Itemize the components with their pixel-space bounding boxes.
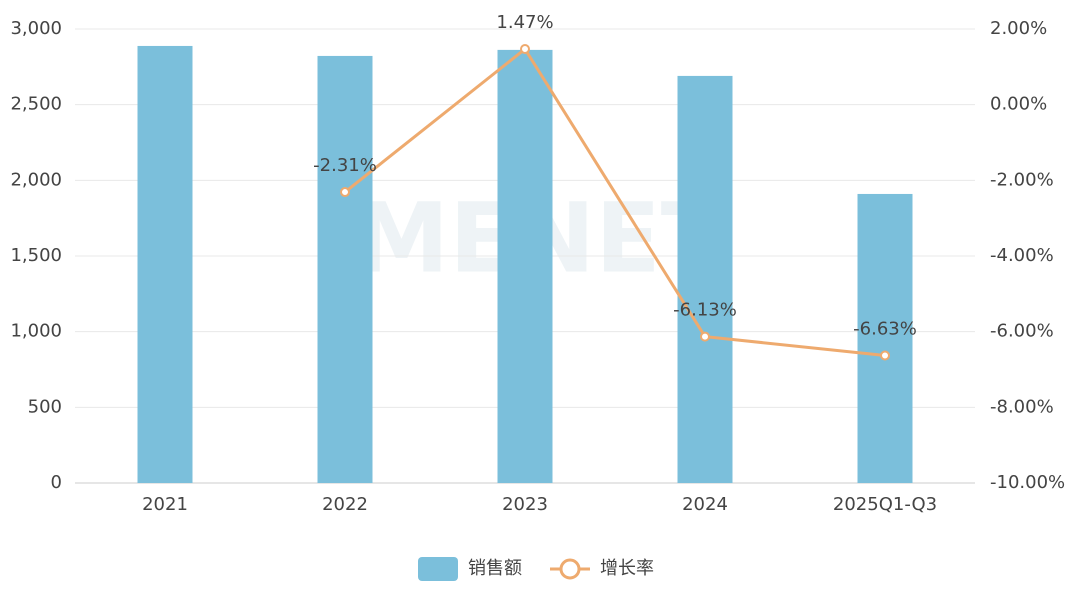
y2-tick-label: 0.00% bbox=[990, 94, 1047, 115]
x-tick-label: 2021 bbox=[142, 494, 188, 515]
y-tick-label: 0 bbox=[51, 472, 62, 493]
y2-tick-label: 2.00% bbox=[990, 18, 1047, 39]
y-tick-label: 1,500 bbox=[10, 245, 62, 266]
value-label: 1.47% bbox=[496, 12, 553, 33]
value-label: -6.13% bbox=[673, 300, 737, 321]
legend-swatch bbox=[559, 558, 581, 580]
bar bbox=[137, 45, 193, 483]
y-tick-label: 3,000 bbox=[10, 18, 62, 39]
y2-tick-label: -4.00% bbox=[990, 245, 1054, 266]
line bbox=[344, 46, 886, 357]
bar bbox=[857, 193, 913, 483]
line-point bbox=[700, 331, 710, 342]
y2-tick-label: -6.00% bbox=[990, 321, 1054, 342]
bar bbox=[677, 75, 733, 483]
line-point bbox=[520, 44, 530, 55]
y-tick-label: 2,000 bbox=[10, 169, 62, 190]
y2-tick-label: -2.00% bbox=[990, 169, 1054, 190]
y-tick-label: 1,000 bbox=[10, 321, 62, 342]
y-tick-label: 500 bbox=[28, 396, 62, 417]
x-tick-label: 2022 bbox=[322, 494, 368, 515]
value-label: -6.63% bbox=[853, 319, 917, 340]
line-point bbox=[340, 187, 350, 198]
value-label: -2.31% bbox=[313, 155, 377, 176]
y-tick-label: 2,500 bbox=[10, 94, 62, 115]
bar bbox=[317, 55, 373, 484]
y2-tick-label: -10.00% bbox=[990, 472, 1065, 493]
y2-tick-label: -8.00% bbox=[990, 396, 1054, 417]
legend-swatch bbox=[418, 557, 458, 581]
x-tick-label: 2025Q1-Q3 bbox=[833, 494, 937, 515]
x-tick-label: 2023 bbox=[502, 494, 548, 515]
legend-label: 销售额 bbox=[468, 558, 522, 579]
legend-label: 增长率 bbox=[600, 558, 654, 579]
line-point bbox=[880, 350, 890, 361]
bar bbox=[497, 49, 553, 483]
x-tick-label: 2024 bbox=[682, 494, 728, 515]
